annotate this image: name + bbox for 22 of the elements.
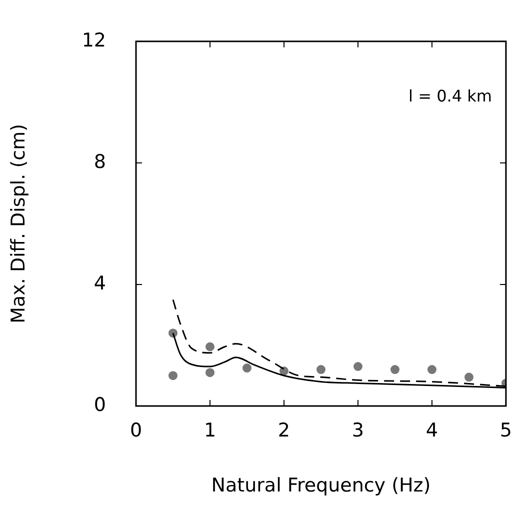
y-tick-label: 0 (94, 394, 106, 416)
y-tick-label: 12 (82, 29, 106, 52)
point (242, 364, 252, 373)
x-tick-label: 2 (278, 419, 290, 442)
x-tick-label: 0 (130, 419, 142, 442)
point (464, 372, 474, 382)
point (427, 365, 436, 374)
annotation: l = 0.4 km (408, 86, 492, 106)
y-tick-label: 4 (94, 272, 106, 294)
x-tick-label: 4 (426, 419, 438, 442)
y-axis-title: Max. Diff. Displ. (cm) (7, 124, 30, 324)
y-tick-label: 8 (94, 150, 106, 173)
point (353, 362, 362, 371)
x-axis-title: Natural Frequency (Hz) (211, 474, 431, 497)
point (390, 365, 400, 374)
x-tick-label: 5 (500, 419, 512, 442)
point (316, 365, 326, 374)
point (205, 368, 214, 378)
point (205, 342, 214, 352)
x-tick-label: 1 (204, 419, 216, 442)
x-tick-label: 3 (352, 419, 364, 442)
point (168, 371, 178, 380)
